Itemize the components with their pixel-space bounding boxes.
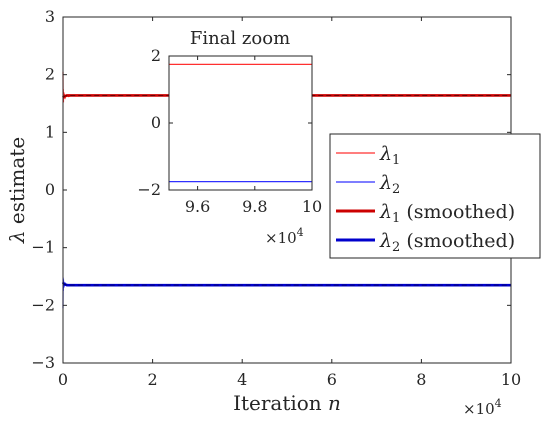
inset-x-tick-label: 10 [302, 197, 322, 216]
inset-x-exponent-label: ×104 [265, 226, 304, 247]
main-y-tick-label: 0 [45, 180, 55, 199]
main-x-tick-label: 2 [148, 370, 158, 389]
x-exponent-label: ×104 [463, 397, 502, 418]
legend-label-lambda2: λ2 [379, 172, 400, 197]
main-series-line-4-dash [62, 282, 511, 286]
main-y-tick-label: −3 [31, 353, 55, 372]
main-x-tick-label: 4 [237, 370, 247, 389]
main-series-line-3-dash [62, 95, 511, 98]
legend-label-lambda1: λ1 [379, 143, 400, 168]
y-axis-label: λ estimate [5, 137, 29, 244]
inset-y-tick-label: −2 [137, 180, 161, 199]
legend-label-lambda2-smoothed: λ2 (smoothed) [379, 230, 515, 255]
inset-y-tick-label: 0 [151, 113, 161, 132]
main-x-tick-label: 10 [501, 370, 521, 389]
inset-plot-area [169, 56, 312, 190]
legend: λ1 λ2 λ1 (smoothed) λ2 (smoothed) [329, 133, 541, 259]
inset-ticks-group: 9.6 9.8 10 −2 0 2 [137, 46, 322, 216]
legend-box [329, 133, 541, 259]
main-y-tick-label: 3 [45, 7, 55, 26]
main-x-tick-label: 8 [416, 370, 426, 389]
main-y-tick-label: −2 [31, 295, 55, 314]
legend-label-lambda1-smoothed: λ1 (smoothed) [379, 201, 515, 226]
main-y-tick-label: −1 [31, 238, 55, 257]
inset-series-group [169, 63, 312, 183]
inset-x-tick-label: 9.8 [242, 197, 267, 216]
x-axis-label: Iteration n [233, 391, 341, 415]
main-x-tick-label: 6 [327, 370, 337, 389]
inset-title: Final zoom [190, 28, 290, 49]
main-y-tick-label: 1 [45, 122, 55, 141]
inset-y-tick-label: 2 [151, 46, 161, 65]
inset-x-tick-label: 9.6 [185, 197, 210, 216]
main-ticks-group: 0 2 4 6 8 10 −3 −2 −1 0 1 2 3 [31, 7, 521, 389]
main-x-tick-label: 0 [58, 370, 68, 389]
main-y-tick-label: 2 [45, 65, 55, 84]
